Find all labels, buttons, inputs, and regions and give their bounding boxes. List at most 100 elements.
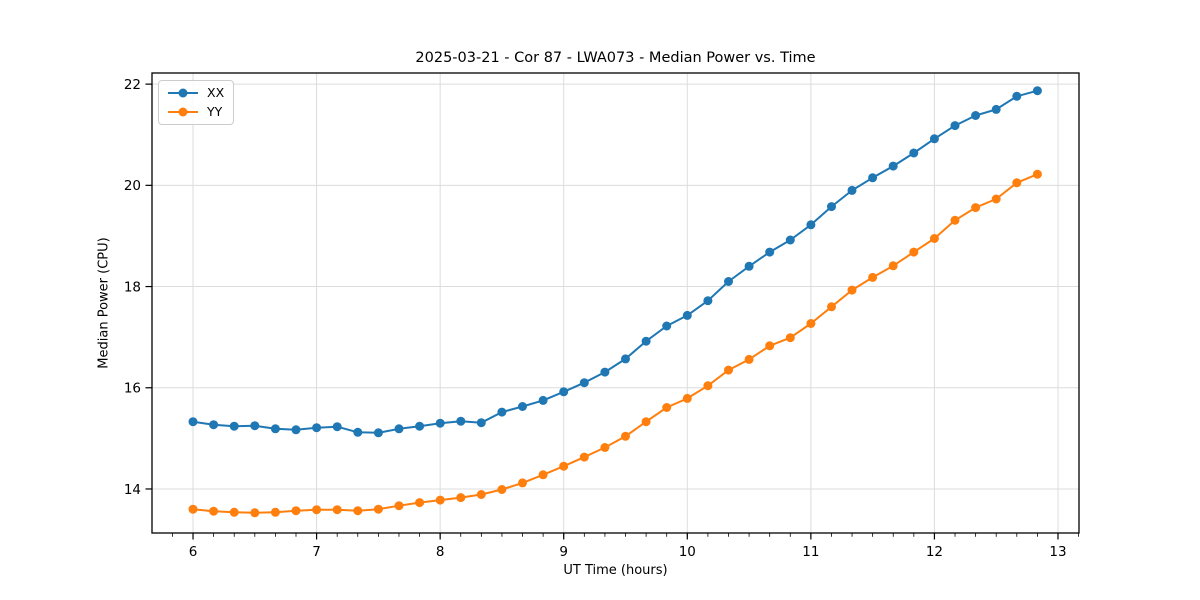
data-point-yy bbox=[682, 393, 692, 403]
x-tick-label: 6 bbox=[189, 544, 198, 560]
data-point-yy bbox=[209, 506, 219, 516]
data-point-yy bbox=[1032, 169, 1042, 179]
data-point-xx bbox=[209, 420, 219, 430]
data-point-yy bbox=[456, 493, 466, 503]
y-axis-label: Median Power (CPU) bbox=[96, 237, 112, 369]
data-point-xx bbox=[250, 421, 260, 431]
data-point-xx bbox=[518, 402, 527, 411]
data-point-xx bbox=[621, 354, 630, 364]
data-point-yy bbox=[312, 505, 322, 515]
data-point-yy bbox=[950, 215, 960, 225]
x-tick-label: 8 bbox=[436, 544, 445, 560]
legend-line-marker-xx-icon bbox=[168, 88, 198, 98]
y-tick-label: 20 bbox=[124, 178, 141, 194]
data-point-yy bbox=[394, 501, 404, 511]
legend-entry-yy: YY bbox=[166, 104, 224, 120]
data-point-xx bbox=[744, 261, 754, 271]
data-point-yy bbox=[868, 272, 878, 282]
data-point-xx bbox=[188, 417, 198, 427]
plot-frame bbox=[151, 72, 1080, 534]
data-point-xx bbox=[703, 296, 713, 306]
data-point-xx bbox=[497, 407, 507, 417]
data-point-xx bbox=[929, 134, 939, 144]
data-point-yy bbox=[971, 203, 981, 213]
data-point-yy bbox=[373, 504, 383, 514]
x-axis-label: UT Time (hours) bbox=[563, 563, 668, 578]
legend-label-yy: YY bbox=[207, 104, 223, 119]
legend-label-xx: XX bbox=[207, 85, 225, 100]
data-point-yy bbox=[621, 431, 630, 441]
data-point-yy bbox=[415, 498, 425, 508]
data-point-yy bbox=[188, 504, 198, 514]
data-point-yy bbox=[579, 452, 589, 462]
data-point-yy bbox=[476, 490, 486, 499]
data-point-xx bbox=[312, 423, 322, 433]
data-point-yy bbox=[250, 508, 260, 518]
data-point-xx bbox=[950, 121, 960, 131]
data-point-xx bbox=[476, 418, 486, 428]
data-point-xx bbox=[724, 277, 733, 286]
data-point-xx bbox=[456, 416, 466, 426]
data-point-yy bbox=[991, 194, 1001, 204]
data-point-yy bbox=[744, 354, 754, 364]
data-point-yy bbox=[765, 341, 775, 351]
data-point-yy bbox=[806, 319, 816, 328]
data-point-yy bbox=[270, 507, 280, 517]
data-point-xx bbox=[785, 235, 795, 245]
data-point-yy bbox=[641, 417, 651, 427]
data-point-yy bbox=[518, 478, 527, 488]
data-point-yy bbox=[497, 485, 507, 494]
series-line-yy bbox=[192, 173, 1038, 514]
data-point-yy bbox=[353, 506, 363, 516]
data-point-yy bbox=[332, 505, 342, 515]
y-tick-label: 18 bbox=[124, 279, 141, 295]
data-point-yy bbox=[538, 470, 548, 480]
data-point-xx bbox=[888, 161, 898, 171]
data-point-yy bbox=[600, 443, 610, 452]
data-point-xx bbox=[868, 173, 878, 183]
x-tick-label: 11 bbox=[802, 544, 819, 560]
y-tick-label: 16 bbox=[124, 381, 141, 397]
data-point-xx bbox=[394, 424, 404, 434]
series-line-xx bbox=[192, 89, 1038, 434]
data-point-yy bbox=[724, 365, 733, 375]
y-tick-label: 22 bbox=[124, 77, 141, 93]
data-point-xx bbox=[827, 202, 836, 212]
data-point-xx bbox=[806, 220, 816, 230]
legend-entry-xx: XX bbox=[166, 85, 224, 101]
data-point-yy bbox=[435, 495, 445, 505]
data-point-xx bbox=[847, 185, 857, 195]
x-tick-label: 10 bbox=[679, 544, 696, 560]
data-point-xx bbox=[538, 395, 548, 405]
x-tick-label: 7 bbox=[312, 544, 321, 560]
data-point-xx bbox=[971, 111, 981, 120]
data-point-xx bbox=[1032, 86, 1042, 96]
data-point-xx bbox=[229, 421, 239, 431]
data-point-yy bbox=[909, 247, 919, 257]
data-point-xx bbox=[332, 422, 342, 432]
data-point-yy bbox=[847, 285, 857, 295]
data-point-xx bbox=[353, 427, 363, 437]
x-tick-label: 13 bbox=[1049, 544, 1066, 560]
data-point-xx bbox=[559, 387, 569, 397]
legend-line-marker-yy-icon bbox=[168, 107, 198, 117]
data-point-yy bbox=[888, 261, 898, 271]
data-point-yy bbox=[229, 507, 239, 517]
data-point-yy bbox=[559, 461, 569, 471]
x-tick-label: 12 bbox=[926, 544, 943, 560]
x-tick-label: 9 bbox=[559, 544, 568, 560]
data-point-xx bbox=[600, 367, 610, 377]
data-point-xx bbox=[662, 321, 672, 331]
data-point-xx bbox=[765, 247, 775, 257]
data-point-yy bbox=[827, 302, 836, 312]
data-point-yy bbox=[291, 506, 301, 516]
data-point-yy bbox=[929, 234, 939, 243]
data-point-xx bbox=[1012, 91, 1022, 101]
data-point-xx bbox=[641, 336, 651, 346]
data-point-yy bbox=[785, 333, 795, 343]
data-point-xx bbox=[682, 310, 692, 320]
data-point-xx bbox=[991, 104, 1001, 114]
data-point-xx bbox=[579, 378, 589, 388]
